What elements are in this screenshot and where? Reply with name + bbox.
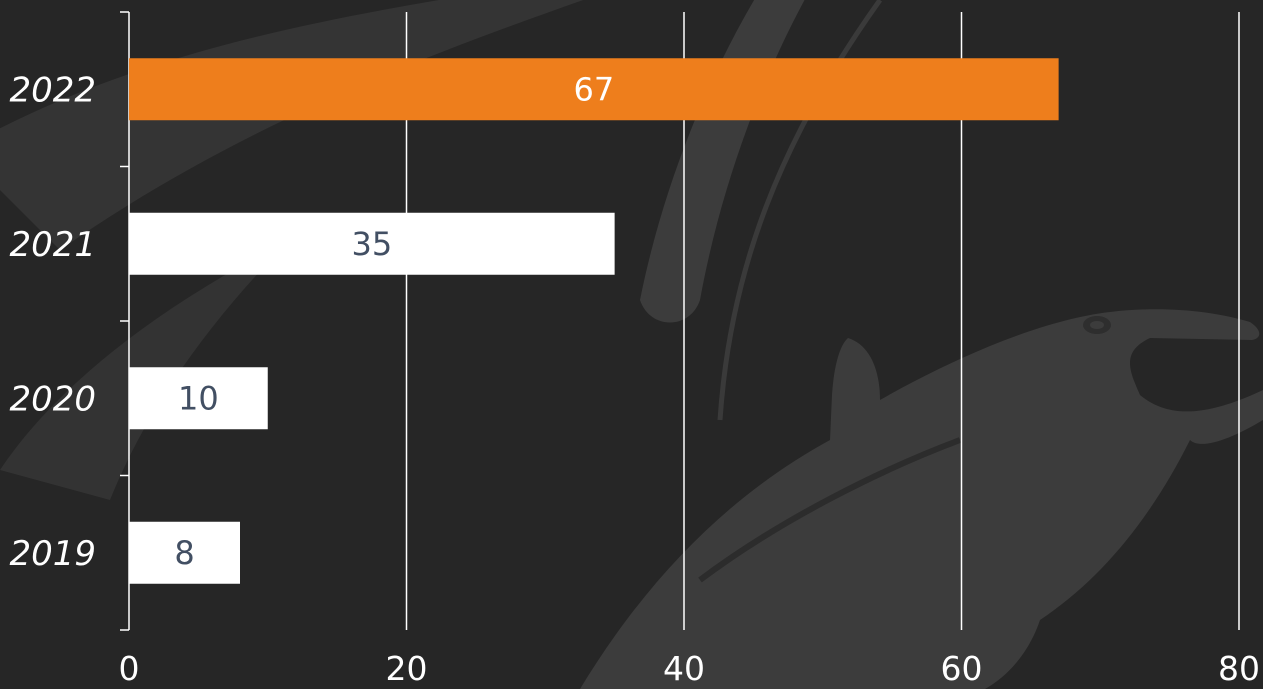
x-tick-label: 0 [119,649,140,688]
category-label-2019: 2019 [9,534,96,574]
category-label-2022: 2022 [9,70,96,110]
watermark-dolphin-eye-inner [1090,321,1104,329]
x-tick-label: 60 [941,649,983,688]
watermark-swirl-upper [0,0,584,250]
watermark-dolphin-body [580,309,1263,689]
watermark-leaf-stroke [717,0,883,421]
x-tick-label: 40 [663,649,705,688]
data-label-2020: 10 [178,379,219,417]
x-tick-label: 80 [1218,649,1260,688]
data-label-2019: 8 [174,534,194,572]
labels: 0 20 40 60 80 2022 67 2021 35 2020 10 2019 8 [9,70,1260,688]
bar-2022 [129,58,1059,121]
category-label-2020: 2020 [9,379,96,419]
category-label-2021: 2021 [9,225,96,265]
bar-2020 [129,367,268,430]
x-tick-label: 20 [386,649,428,688]
watermark-dolphin-curve [698,437,962,583]
bar-2019 [129,521,240,584]
bars [129,58,1059,584]
data-label-2022: 67 [573,70,614,108]
bar-2021 [129,212,615,275]
data-label-2021: 35 [351,225,392,263]
